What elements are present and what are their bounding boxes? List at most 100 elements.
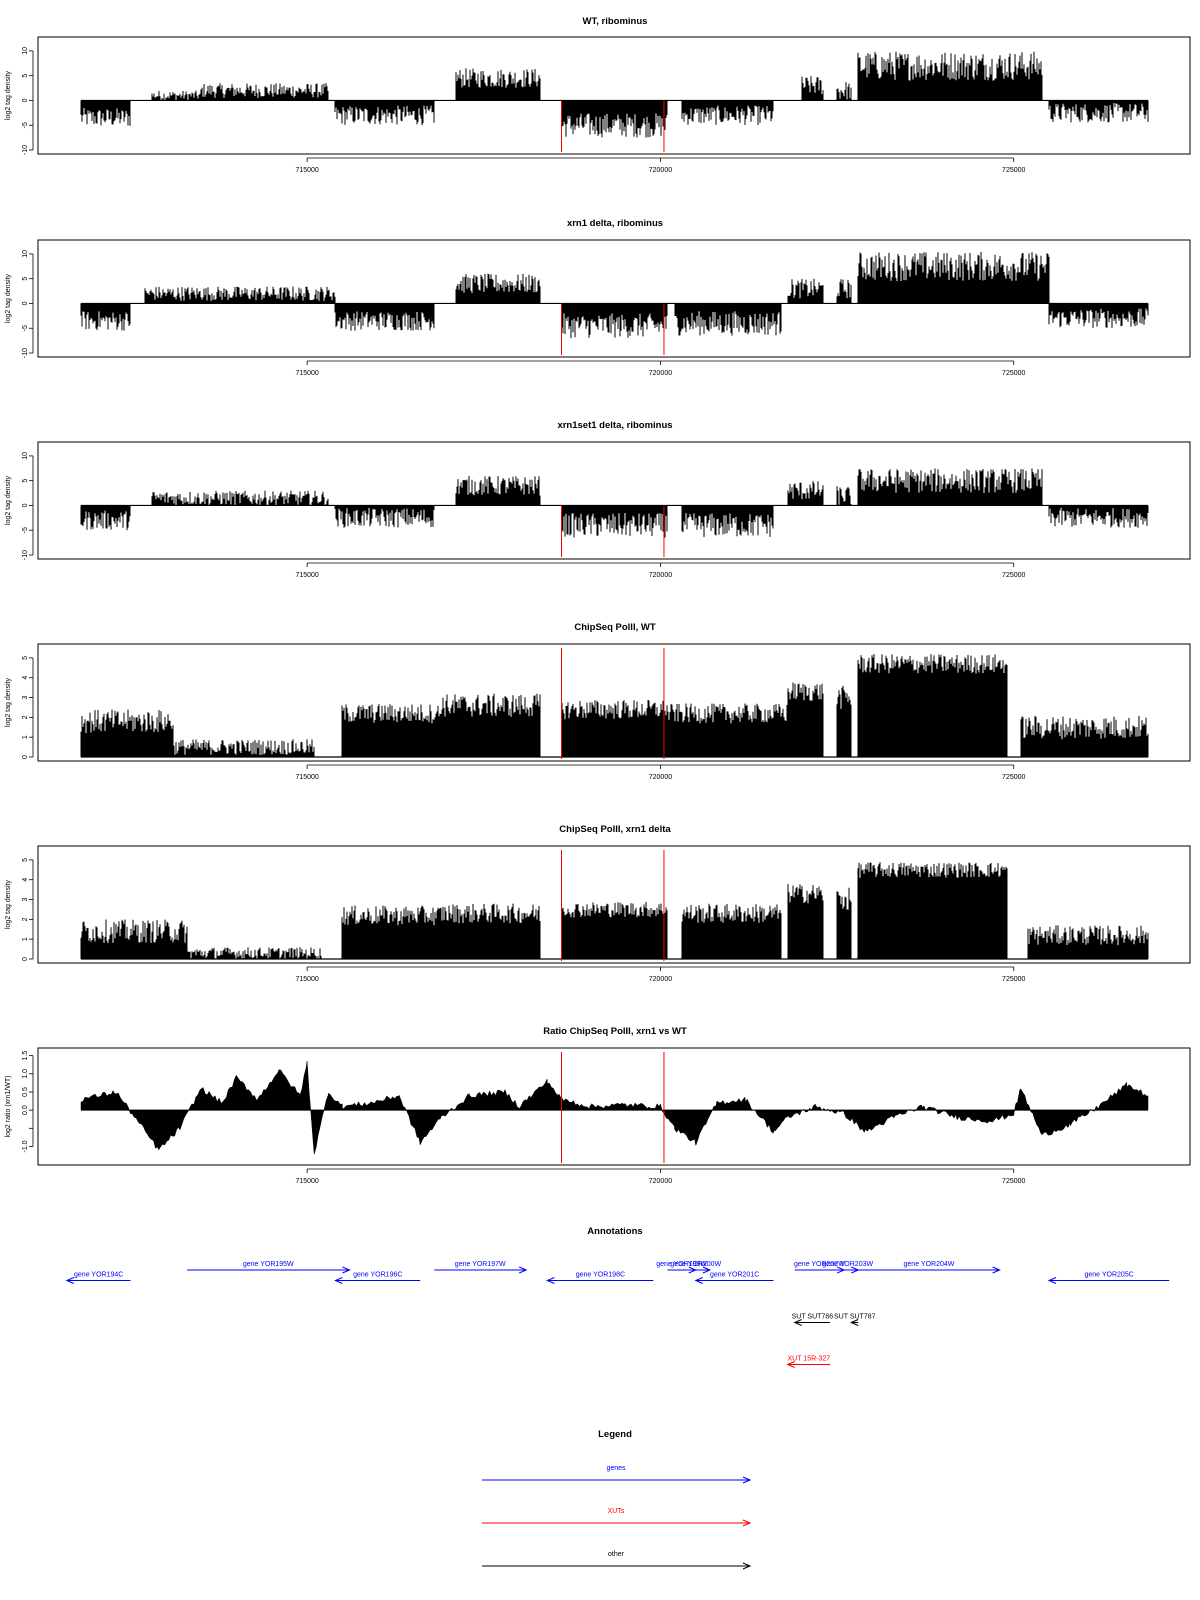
y-tick-label: 2 [22, 917, 29, 921]
x-tick-label: 720000 [649, 774, 672, 781]
arrow-head [694, 1277, 703, 1284]
bar-cluster [674, 303, 782, 336]
bar-cluster [787, 278, 824, 304]
annotation-label: gene YOR194C [74, 1272, 123, 1279]
y-tick-label: 1 [22, 735, 29, 739]
annotation-label: gene YOR196C [353, 1272, 402, 1279]
data-segment [455, 68, 541, 101]
arrow-head [342, 1266, 351, 1274]
data-segment [836, 887, 852, 959]
y-tick-label: -10 [22, 348, 29, 358]
x-tick-label: 725000 [1002, 1178, 1025, 1185]
y-tick-label: 1.5 [22, 1051, 29, 1061]
annotation-arrow: gene YOR205C [1047, 1272, 1170, 1284]
y-axis-label: log2 ratio (xrn1/WT) [5, 1076, 12, 1138]
data-segment [200, 83, 329, 101]
bar-cluster [455, 273, 541, 304]
y-tick-label: 5 [22, 858, 29, 862]
panel-6: Ratio ChipSeq PolII, xrn1 vs WT -1.0 0.0 0.… [5, 1026, 1191, 1185]
data-segment [1027, 925, 1149, 959]
bar-cluster [200, 83, 329, 101]
bar-cluster [1048, 303, 1149, 328]
x-tick-label: 725000 [1002, 572, 1025, 579]
y-axis-label: log2 tag density [5, 677, 12, 727]
data-segment [1048, 303, 1149, 328]
y-tick-label: -5 [22, 325, 29, 331]
legend-item: genes [482, 1465, 752, 1484]
annotation-label: gene YOR203W [822, 1261, 873, 1268]
data-segment [836, 685, 852, 757]
legend-title: Legend [598, 1429, 632, 1440]
x-tick-label: 720000 [649, 976, 672, 983]
bar-cluster [681, 100, 774, 125]
arrow-head [742, 1476, 752, 1484]
annotation-label: gene YOR205C [1084, 1272, 1133, 1279]
y-tick-label: 3 [22, 695, 29, 699]
y-tick-label: -5 [22, 122, 29, 128]
data-segment [787, 481, 824, 506]
y-tick-label: 2 [22, 715, 29, 719]
bar-cluster [80, 919, 188, 959]
data-segment [455, 476, 541, 506]
x-tick-label: 720000 [649, 167, 672, 174]
series-marks [80, 1060, 1149, 1155]
bar-cluster [561, 100, 668, 138]
bar-cluster [1048, 505, 1149, 528]
bar-cluster [857, 251, 1050, 304]
y-axis-label: log2 tag density [5, 273, 12, 323]
x-tick-label: 715000 [295, 167, 318, 174]
bar-cluster [1020, 715, 1149, 757]
y-axis-label: log2 tag density [5, 475, 12, 525]
x-tick-label: 725000 [1002, 167, 1025, 174]
y-tick-label: 5 [22, 656, 29, 660]
bar-cluster [80, 709, 174, 757]
series-marks [80, 51, 1149, 138]
x-tick-label: 715000 [295, 1178, 318, 1185]
annotation-arrow: XUT 15R-327 [786, 1356, 830, 1368]
x-tick-label: 715000 [295, 774, 318, 781]
panel-5: ChipSeq PolII, xrn1 delta 0 1 2 3 4 5 log2 tag … [5, 824, 1191, 983]
annotation-arrow: SUT SUT787 [834, 1314, 876, 1326]
data-segment [836, 279, 852, 304]
data-segment [172, 739, 315, 757]
panel-title: Ratio ChipSeq PolII, xrn1 vs WT [543, 1026, 687, 1037]
bar-cluster [787, 481, 824, 506]
bar-cluster [787, 682, 824, 757]
data-segment [561, 902, 668, 959]
data-segment [857, 51, 1043, 101]
y-tick-label: 4 [22, 676, 29, 680]
arrow-head [742, 1519, 752, 1527]
arrow-head [546, 1277, 555, 1284]
data-segment [857, 468, 1043, 506]
annotation-label: gene YOR198C [576, 1272, 625, 1279]
bar-cluster [836, 82, 852, 101]
data-segment [200, 286, 336, 304]
annotation-arrow: gene YOR204W [858, 1261, 1001, 1274]
x-tick-label: 715000 [295, 976, 318, 983]
bar-cluster [440, 903, 541, 959]
x-tick-label: 725000 [1002, 370, 1025, 377]
bar-cluster [455, 68, 541, 101]
plot-frame [37, 36, 1191, 155]
plot-frame [37, 845, 1191, 964]
data-segment [440, 903, 541, 959]
bar-cluster [440, 693, 541, 757]
bar-cluster [80, 303, 131, 331]
data-segment [801, 76, 824, 101]
legend-label: genes [606, 1465, 626, 1472]
annotation-arrow: gene YOR201C [694, 1272, 774, 1284]
data-segment [666, 703, 789, 757]
data-segment [1020, 715, 1149, 757]
bar-cluster [144, 286, 202, 304]
y-tick-label: 0 [22, 503, 29, 507]
x-tick-label: 715000 [295, 572, 318, 579]
data-segment [186, 947, 322, 959]
data-segment [681, 100, 774, 125]
y-tick-label: -1.0 [22, 1140, 29, 1152]
plot-frame [37, 239, 1191, 358]
panel-title: xrn1set1 delta, ribominus [557, 420, 672, 431]
bar-cluster [172, 739, 315, 757]
annotation-label: SUT SUT786 [792, 1314, 834, 1321]
annotation-arrow: SUT SUT786 [792, 1314, 834, 1326]
